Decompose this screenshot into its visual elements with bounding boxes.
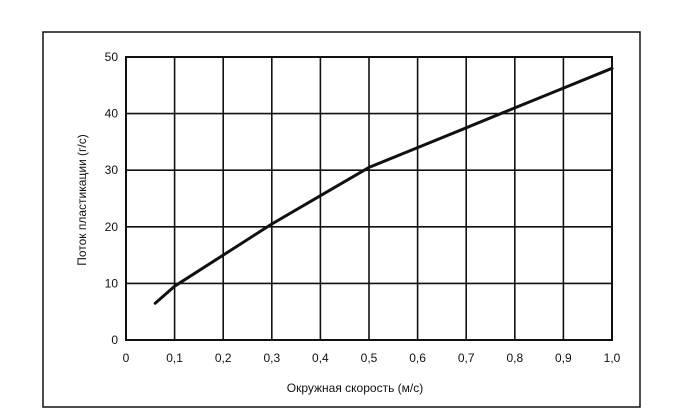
- y-tick-label: 30: [105, 163, 119, 177]
- y-tick-label: 20: [105, 220, 119, 234]
- x-tick-label: 0,3: [263, 351, 280, 365]
- x-tick-label: 0,6: [409, 351, 426, 365]
- y-tick-label: 50: [105, 50, 119, 64]
- x-tick-label: 0,7: [458, 351, 475, 365]
- series-line: [153, 66, 614, 305]
- x-tick-label: 0,8: [506, 351, 523, 365]
- tick-labels: 0 0,1 0,2 0,3 0,4 0,5 0,6 0,7 0,8 0,9 1,0 0 10 20 30 40…: [105, 50, 621, 365]
- outer-border: [42, 31, 641, 408]
- y-tick-label: 40: [105, 107, 119, 121]
- grid: [125, 56, 613, 341]
- x-tick-label: 0,1: [166, 351, 183, 365]
- x-tick-label: 0,5: [361, 351, 378, 365]
- x-tick-label: 0,2: [215, 351, 232, 365]
- y-axis-label: Поток пластикации (г/с): [75, 134, 89, 266]
- x-tick-label: 0,4: [312, 351, 329, 365]
- series: [153, 66, 614, 305]
- plot-frame: [125, 56, 613, 341]
- x-tick-label: 1,0: [604, 351, 621, 365]
- x-tick-label: 0: [123, 351, 130, 365]
- y-tick-label: 10: [105, 276, 119, 290]
- x-tick-label: 0,9: [555, 351, 572, 365]
- x-axis-label: Окружная скорость (м/с): [287, 381, 423, 395]
- y-tick-label: 0: [111, 333, 118, 347]
